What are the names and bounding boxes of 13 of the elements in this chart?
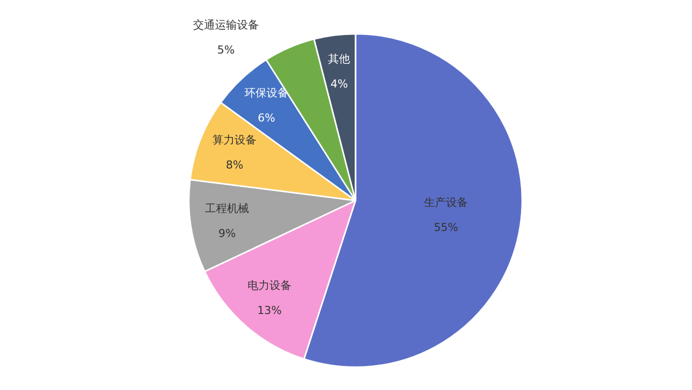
data-label: 13%	[257, 304, 282, 318]
data-label: 8%	[226, 158, 244, 172]
data-label: 55%	[434, 220, 458, 234]
slice-label: 生产设备	[424, 196, 468, 209]
slice-label: 电力设备	[248, 279, 292, 292]
slice-label: 交通运输设备	[192, 18, 259, 32]
data-label: 9%	[218, 226, 236, 240]
data-label: 4%	[330, 78, 348, 91]
slice-label: 其他	[328, 52, 350, 66]
data-label: 6%	[258, 112, 276, 125]
slice-label: 算力设备	[212, 134, 257, 147]
slice-label: 工程机械	[205, 202, 250, 215]
data-label: 5%	[217, 44, 235, 57]
